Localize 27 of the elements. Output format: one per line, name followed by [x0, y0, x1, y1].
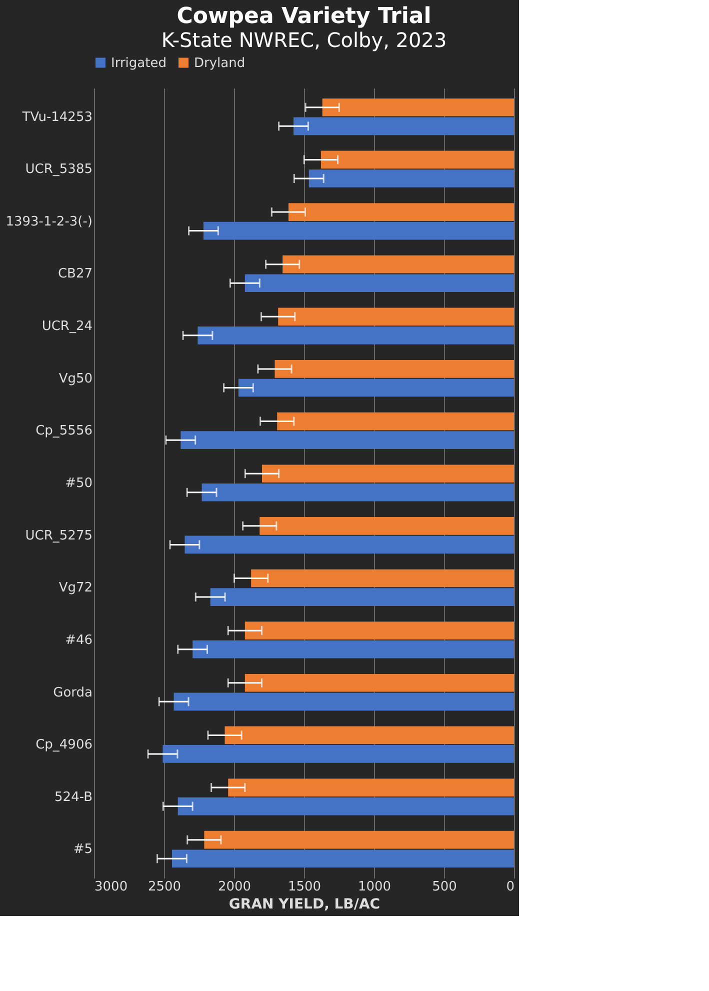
x-tick-label: 1000 [358, 880, 392, 894]
y-tick-label: Cp_5556 [36, 424, 92, 439]
y-tick-label: UCR_5275 [25, 528, 92, 544]
x-tick-label: 1500 [288, 880, 322, 894]
y-tick-label: CB27 [58, 266, 92, 282]
y-tick-label: 1393-1-2-3(-) [6, 214, 92, 230]
y-tick-label: Vg72 [58, 580, 92, 596]
x-tick-label: 0 [506, 880, 514, 894]
y-tick-label: TVu-14253 [21, 110, 92, 125]
y-tick-label: #50 [65, 476, 92, 491]
y-tick-label: 524-B [54, 790, 92, 805]
x-axis-title: GRAN YIELD, LB/AC [228, 896, 380, 912]
x-tick-label: 3000 [94, 880, 128, 894]
y-tick-label: UCR_5385 [25, 162, 92, 178]
x-tick-label: 2000 [218, 880, 252, 894]
y-tick-label: UCR_24 [42, 319, 92, 334]
x-tick-label: 500 [432, 880, 457, 894]
y-tick-label: #5 [73, 842, 92, 858]
legend-label: Irrigated [111, 56, 166, 71]
chart-title: Cowpea Variety Trial [176, 4, 432, 29]
y-tick-label: Cp_4906 [36, 738, 92, 753]
y-tick-label: #46 [65, 632, 92, 648]
x-tick-label: 2500 [148, 880, 182, 894]
y-tick-label: Gorda [53, 685, 92, 700]
chart-subtitle: K-State NWREC, Colby, 2023 [161, 28, 447, 52]
legend-label: Dryland [194, 56, 246, 71]
y-tick-label: Vg50 [58, 371, 92, 386]
